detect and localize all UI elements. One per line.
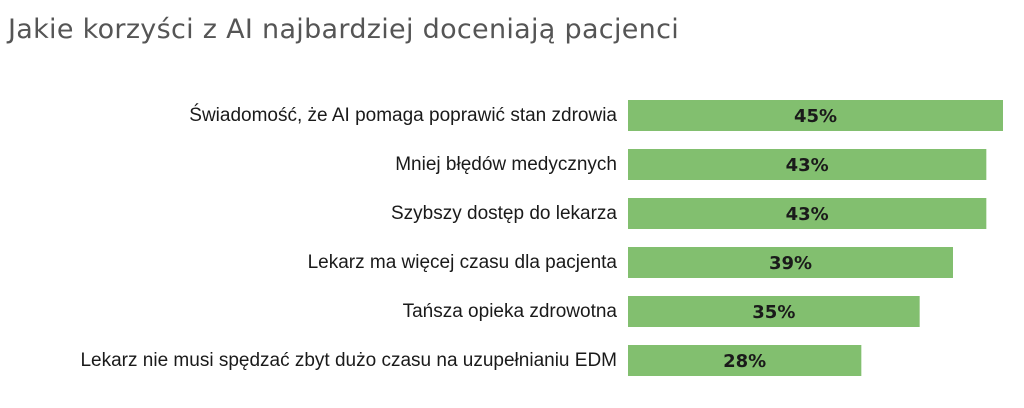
- bar-row: Lekarz ma więcej czasu dla pacjenta 39%: [308, 247, 953, 278]
- category-label: Lekarz nie musi spędzać zbyt dużo czasu …: [80, 350, 617, 371]
- value-label: 43%: [786, 155, 829, 176]
- value-label: 28%: [723, 351, 766, 372]
- category-label: Świadomość, że AI pomaga poprawić stan z…: [189, 104, 617, 126]
- bar-row: Mniej błędów medycznych 43%: [395, 149, 987, 180]
- category-label: Mniej błędów medycznych: [395, 154, 617, 175]
- bar: [628, 100, 1003, 131]
- category-label: Tańsza opieka zdrowotna: [403, 301, 618, 322]
- chart-title: Jakie korzyści z AI najbardziej doceniaj…: [8, 14, 680, 45]
- bar: [628, 247, 953, 278]
- bar: [628, 345, 862, 376]
- bar: [628, 198, 987, 229]
- bar-row: Lekarz nie musi spędzać zbyt dużo czasu …: [80, 345, 862, 376]
- bar: [628, 296, 920, 327]
- category-label: Szybszy dostęp do lekarza: [391, 203, 617, 224]
- bar-row: Szybszy dostęp do lekarza 43%: [391, 198, 987, 229]
- bar: [628, 149, 987, 180]
- category-label: Lekarz ma więcej czasu dla pacjenta: [308, 252, 618, 273]
- value-label: 35%: [752, 302, 795, 323]
- value-label: 45%: [794, 106, 837, 127]
- value-label: 43%: [786, 204, 829, 225]
- bar-row: Tańsza opieka zdrowotna 35%: [403, 296, 920, 327]
- value-label: 39%: [769, 253, 812, 274]
- bar-row: Świadomość, że AI pomaga poprawić stan z…: [189, 100, 1003, 131]
